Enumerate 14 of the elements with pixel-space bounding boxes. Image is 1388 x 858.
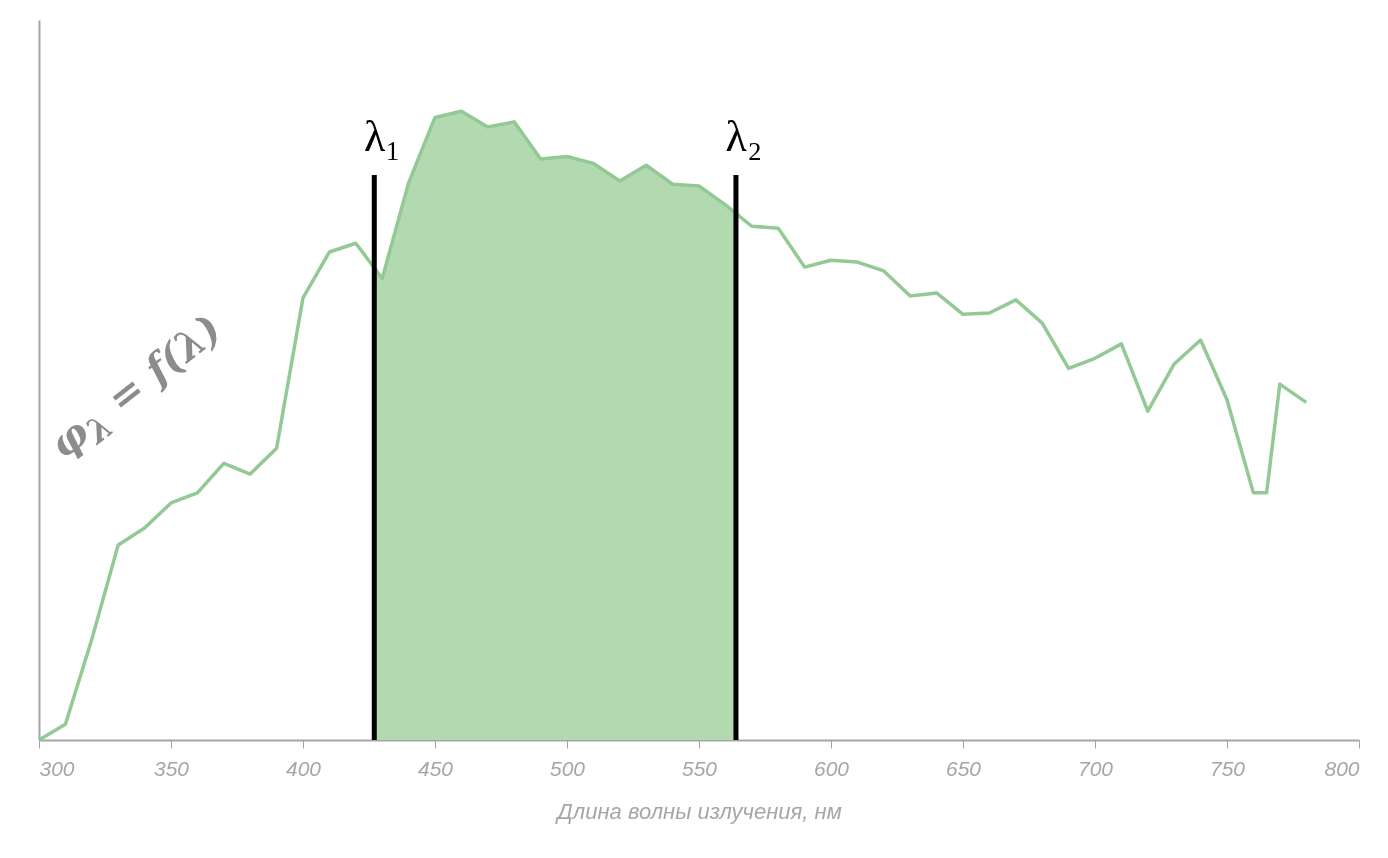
x-tick-label: 550 bbox=[681, 756, 718, 780]
x-tick-label: 400 bbox=[285, 756, 322, 780]
x-tick-label: 750 bbox=[1209, 756, 1246, 780]
x-tick-label: 650 bbox=[945, 756, 982, 780]
ref-line-label: λ₂ bbox=[725, 112, 763, 161]
ref-line-label: λ₁ bbox=[363, 112, 401, 161]
x-tick-label: 600 bbox=[813, 756, 850, 780]
x-tick-label: 300 bbox=[39, 756, 75, 780]
x-tick-label: 350 bbox=[153, 756, 190, 780]
x-axis-title: Длина волны излучения, нм bbox=[554, 798, 842, 824]
x-tick-label: 700 bbox=[1077, 756, 1114, 780]
x-tick-label: 800 bbox=[1324, 756, 1360, 780]
x-tick-label: 500 bbox=[549, 756, 586, 780]
x-tick-label: 450 bbox=[417, 756, 454, 780]
